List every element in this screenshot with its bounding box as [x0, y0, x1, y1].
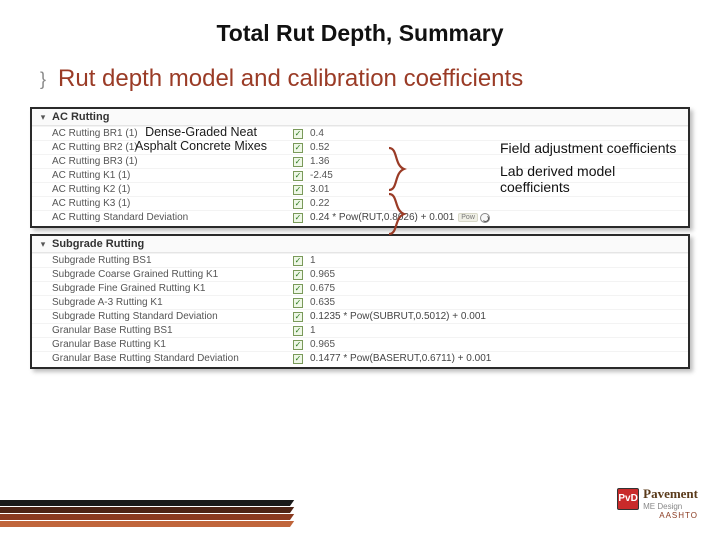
row-checkbox[interactable]: ✓	[290, 129, 306, 139]
reload-icon[interactable]	[480, 213, 490, 223]
row-value[interactable]: 0.22	[306, 198, 329, 209]
bullet-glyph: }	[40, 69, 46, 90]
checkmark-icon: ✓	[293, 129, 303, 139]
bullet-text: Rut depth model and calibration coeffici…	[58, 65, 523, 93]
panel-subgrade-rutting: ▾ Subgrade Rutting Subgrade Rutting BS1✓…	[30, 234, 690, 369]
checkmark-icon: ✓	[293, 256, 303, 266]
row-value[interactable]: 3.01	[306, 184, 329, 195]
row-value[interactable]: 0.24 * Pow(RUT,0.8026) + 0.001	[306, 212, 454, 223]
row-label: AC Rutting BR3 (1)	[32, 156, 290, 167]
row-value[interactable]: 0.1235 * Pow(SUBRUT,0.5012) + 0.001	[306, 311, 486, 322]
row-label: AC Rutting K2 (1)	[32, 184, 290, 195]
row-value[interactable]: 1	[306, 255, 316, 266]
row-value[interactable]: 0.675	[306, 283, 335, 294]
chevron-down-icon[interactable]: ▾	[38, 112, 48, 122]
table-row: AC Rutting K2 (1)✓3.01	[32, 182, 688, 196]
panel-header[interactable]: ▾ AC Rutting	[32, 109, 688, 126]
table-row: Granular Base Rutting Standard Deviation…	[32, 351, 688, 365]
checkmark-icon: ✓	[293, 298, 303, 308]
row-label: Subgrade Coarse Grained Rutting K1	[32, 269, 290, 280]
row-checkbox[interactable]: ✓	[290, 256, 306, 266]
table-row: AC Rutting K1 (1)✓-2.45	[32, 168, 688, 182]
panel-rows: AC Rutting BR1 (1)✓0.4AC Rutting BR2 (1)…	[32, 126, 688, 226]
decor-stripes	[0, 500, 290, 532]
panel-header[interactable]: ▾ Subgrade Rutting	[32, 236, 688, 253]
table-row: AC Rutting BR2 (1)✓0.52	[32, 140, 688, 154]
row-checkbox[interactable]: ✓	[290, 171, 306, 181]
checkmark-icon: ✓	[293, 213, 303, 223]
panel-header-label: Subgrade Rutting	[52, 238, 144, 250]
table-row: Granular Base Rutting K1✓0.965	[32, 337, 688, 351]
row-value[interactable]: 0.1477 * Pow(BASERUT,0.6711) + 0.001	[306, 353, 491, 364]
checkmark-icon: ✓	[293, 171, 303, 181]
row-label: Subgrade Rutting Standard Deviation	[32, 311, 290, 322]
row-checkbox[interactable]: ✓	[290, 199, 306, 209]
slide-title: Total Rut Depth, Summary	[0, 0, 720, 59]
row-label: AC Rutting Standard Deviation	[32, 212, 290, 223]
row-label: AC Rutting K1 (1)	[32, 170, 290, 181]
row-label: AC Rutting K3 (1)	[32, 198, 290, 209]
row-label: Granular Base Rutting K1	[32, 339, 290, 350]
row-label: Subgrade A-3 Rutting K1	[32, 297, 290, 308]
row-checkbox[interactable]: ✓	[290, 312, 306, 322]
table-row: AC Rutting Standard Deviation✓0.24 * Pow…	[32, 210, 688, 224]
row-value[interactable]: 0.4	[306, 128, 324, 139]
table-row: Subgrade Coarse Grained Rutting K1✓0.965	[32, 267, 688, 281]
row-value[interactable]: 1	[306, 325, 316, 336]
checkmark-icon: ✓	[293, 340, 303, 350]
logo-aashto: AASHTO	[568, 511, 698, 520]
table-row: Subgrade A-3 Rutting K1✓0.635	[32, 295, 688, 309]
pow-label: Pow	[458, 213, 478, 222]
table-row: AC Rutting BR1 (1)✓0.4	[32, 126, 688, 140]
checkmark-icon: ✓	[293, 199, 303, 209]
table-row: Subgrade Rutting Standard Deviation✓0.12…	[32, 309, 688, 323]
table-row: AC Rutting K3 (1)✓0.22	[32, 196, 688, 210]
checkmark-icon: ✓	[293, 326, 303, 336]
table-row: AC Rutting BR3 (1)✓1.36	[32, 154, 688, 168]
row-value[interactable]: 0.965	[306, 339, 335, 350]
pvd-badge: PvD	[617, 488, 639, 510]
row-label: Granular Base Rutting Standard Deviation	[32, 353, 290, 364]
row-checkbox[interactable]: ✓	[290, 354, 306, 364]
row-checkbox[interactable]: ✓	[290, 298, 306, 308]
bullet-row: } Rut depth model and calibration coeffi…	[0, 59, 720, 105]
row-checkbox[interactable]: ✓	[290, 185, 306, 195]
row-extra: Pow	[454, 213, 490, 223]
row-checkbox[interactable]: ✓	[290, 143, 306, 153]
table-row: Granular Base Rutting BS1✓1	[32, 323, 688, 337]
logo-area: PvD Pavement ME Design AASHTO	[568, 486, 698, 520]
row-checkbox[interactable]: ✓	[290, 340, 306, 350]
table-row: Subgrade Fine Grained Rutting K1✓0.675	[32, 281, 688, 295]
checkmark-icon: ✓	[293, 312, 303, 322]
row-label: AC Rutting BR2 (1)	[32, 142, 290, 153]
row-value[interactable]: 0.635	[306, 297, 335, 308]
row-checkbox[interactable]: ✓	[290, 284, 306, 294]
row-value[interactable]: 0.965	[306, 269, 335, 280]
table-row: Subgrade Rutting BS1✓1	[32, 253, 688, 267]
row-checkbox[interactable]: ✓	[290, 157, 306, 167]
checkmark-icon: ✓	[293, 284, 303, 294]
row-label: AC Rutting BR1 (1)	[32, 128, 290, 139]
checkmark-icon: ✓	[293, 270, 303, 280]
row-value[interactable]: 1.36	[306, 156, 329, 167]
row-label: Subgrade Rutting BS1	[32, 255, 290, 266]
row-label: Granular Base Rutting BS1	[32, 325, 290, 336]
checkmark-icon: ✓	[293, 185, 303, 195]
checkmark-icon: ✓	[293, 354, 303, 364]
row-label: Subgrade Fine Grained Rutting K1	[32, 283, 290, 294]
chevron-down-icon[interactable]: ▾	[38, 239, 48, 249]
checkmark-icon: ✓	[293, 157, 303, 167]
row-checkbox[interactable]: ✓	[290, 270, 306, 280]
panel-rows: Subgrade Rutting BS1✓1Subgrade Coarse Gr…	[32, 253, 688, 367]
row-checkbox[interactable]: ✓	[290, 326, 306, 336]
row-value[interactable]: 0.52	[306, 142, 329, 153]
logo-sub: ME Design	[643, 502, 698, 511]
panel-ac-rutting: ▾ AC Rutting AC Rutting BR1 (1)✓0.4AC Ru…	[30, 107, 690, 228]
panel-header-label: AC Rutting	[52, 111, 109, 123]
row-checkbox[interactable]: ✓	[290, 213, 306, 223]
checkmark-icon: ✓	[293, 143, 303, 153]
logo-pavement: Pavement	[643, 486, 698, 502]
row-value[interactable]: -2.45	[306, 170, 333, 181]
